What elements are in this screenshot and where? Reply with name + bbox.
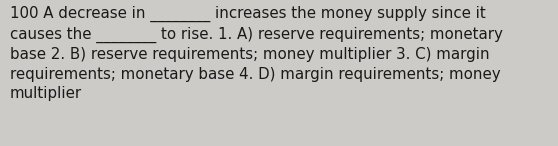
Text: 100 A decrease in ________ increases the money supply since it
causes the ______: 100 A decrease in ________ increases the… [10, 6, 503, 101]
